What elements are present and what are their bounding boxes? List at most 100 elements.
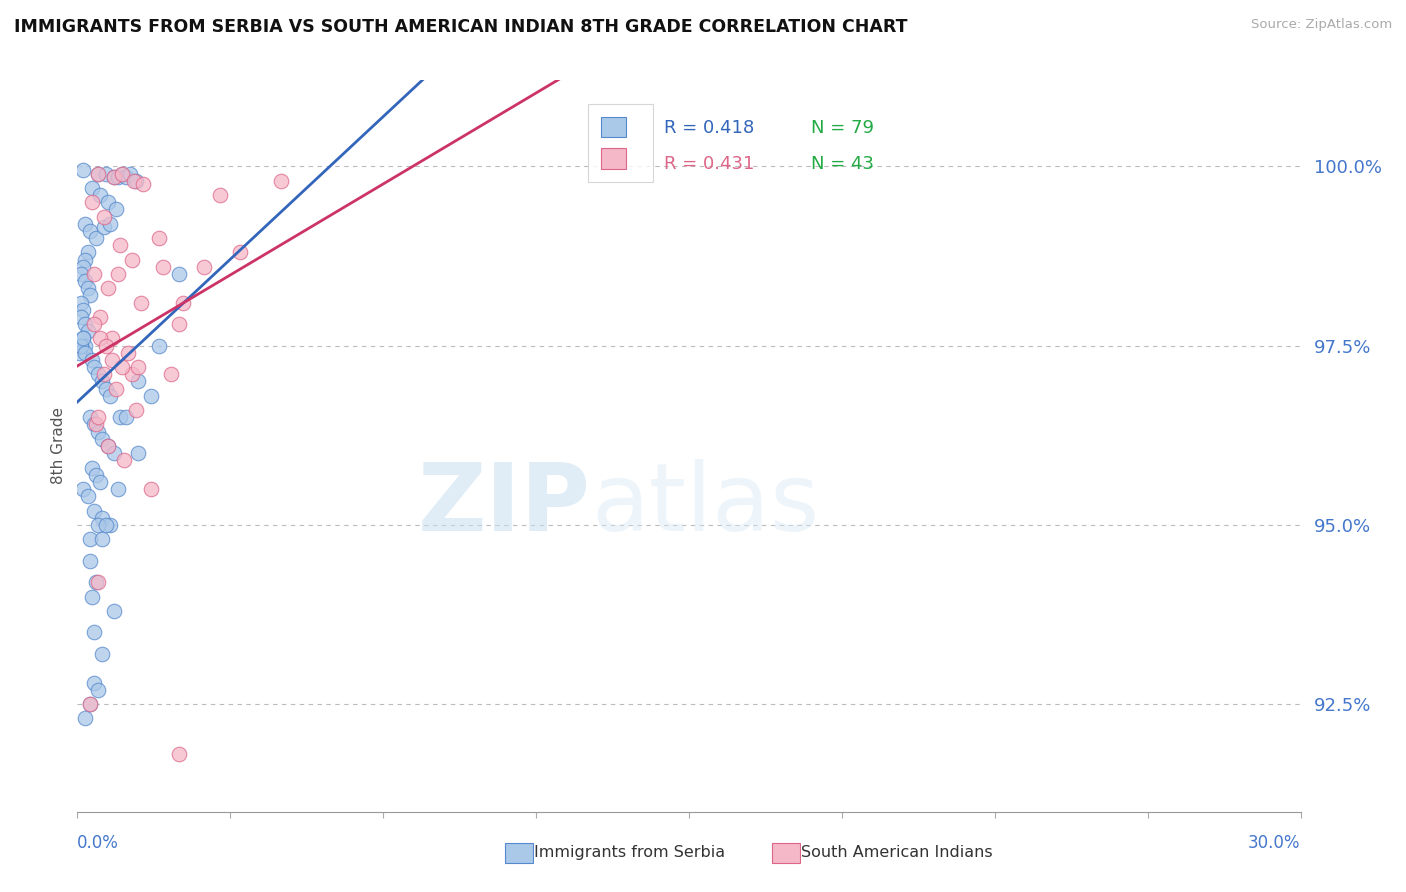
Point [127,375,149,389]
Point [84,575,107,590]
Point [90,533,112,547]
Point [87,410,110,425]
Point [79,554,101,568]
Point [97,195,120,210]
Point [67,345,90,359]
Point [101,353,124,368]
Point [79,697,101,711]
Point [148,338,170,352]
Point [80,460,103,475]
Point [93,220,115,235]
Point [75,711,97,725]
Point [75,345,97,359]
Point [76,281,98,295]
Point [84,231,107,245]
Point [117,345,139,359]
Point [75,317,97,331]
Text: ZIP: ZIP [418,458,591,550]
Point [94,167,117,181]
Point [103,170,125,185]
Text: R = 0.418: R = 0.418 [665,119,755,136]
Point [70,310,93,324]
Legend: , : , [588,104,652,182]
Point [105,202,128,217]
Text: Immigrants from Serbia: Immigrants from Serbia [534,846,725,860]
Point [76,489,98,503]
Point [72,260,94,274]
Point [98,517,121,532]
Point [79,288,101,302]
Text: 30.0%: 30.0% [1249,834,1301,852]
Point [76,324,98,338]
Point [75,274,97,288]
Bar [505,843,533,863]
Point [98,217,121,231]
Point [72,331,94,345]
Point [107,170,129,185]
Point [103,604,125,618]
Text: R = 0.431: R = 0.431 [665,155,755,173]
Point [80,353,103,368]
Point [111,167,134,181]
Point [270,174,292,188]
Point [97,439,120,453]
Point [87,575,110,590]
Point [169,317,191,331]
Point [131,178,153,192]
Point [90,510,112,524]
Point [103,446,125,460]
Point [72,302,94,317]
Point [169,267,191,281]
Point [87,517,110,532]
Point [93,368,115,382]
Point [83,503,105,517]
Point [90,647,112,661]
Point [89,188,111,202]
Point [229,245,252,260]
Point [111,167,134,181]
Point [94,338,117,352]
Point [70,267,93,281]
Point [80,195,103,210]
Point [108,410,131,425]
Point [83,360,105,375]
Point [80,590,103,604]
Point [83,417,105,432]
Point [80,181,103,195]
Point [84,417,107,432]
Point [84,467,107,482]
Point [121,368,143,382]
Text: IMMIGRANTS FROM SERBIA VS SOUTH AMERICAN INDIAN 8TH GRADE CORRELATION CHART: IMMIGRANTS FROM SERBIA VS SOUTH AMERICAN… [14,18,907,36]
Point [83,675,105,690]
Point [87,368,110,382]
Point [79,224,101,238]
Point [72,331,94,345]
Point [76,245,98,260]
Point [83,317,105,331]
Point [107,267,129,281]
Point [89,331,111,345]
Point [89,310,111,324]
Point [75,338,97,352]
Y-axis label: 8th Grade: 8th Grade [51,408,66,484]
Point [120,167,142,181]
Point [193,260,215,274]
Point [105,382,128,396]
Point [139,482,162,496]
Point [97,281,120,295]
Point [79,410,101,425]
Point [112,453,135,467]
Point [148,231,170,245]
Text: 0.0%: 0.0% [77,834,120,852]
Point [79,533,101,547]
Point [87,425,110,439]
Point [115,410,138,425]
Point [90,432,112,446]
Text: N = 79: N = 79 [811,119,875,136]
Point [72,482,94,496]
Point [72,162,94,177]
Point [111,360,134,375]
Point [160,368,183,382]
Bar [772,843,800,863]
Point [152,260,174,274]
